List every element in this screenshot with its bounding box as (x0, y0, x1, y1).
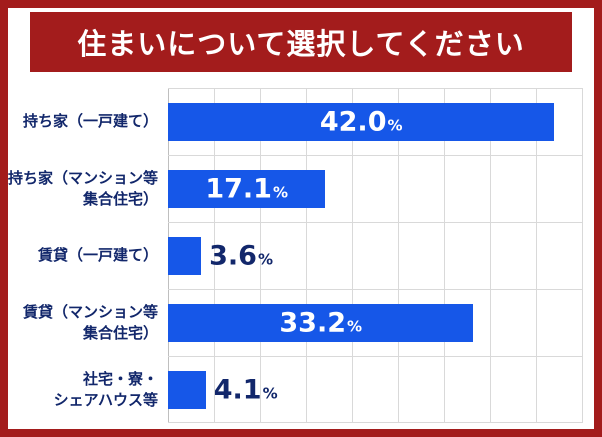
percent-sign: % (387, 116, 403, 135)
category-label: 持ち家（マンション等 集合住宅） (8, 169, 159, 208)
bar (168, 170, 326, 208)
percent-sign: % (347, 317, 363, 336)
bar-track: 42.0% (168, 88, 582, 155)
bar (168, 103, 555, 141)
category-label: 社宅・寮・ シェアハウス等 (53, 370, 158, 409)
value-number: 17.1 (205, 173, 272, 205)
chart-row: 持ち家（一戸建て） 42.0% (8, 88, 594, 155)
value-number: 4.1 (213, 374, 262, 405)
value-number: 33.2 (279, 307, 347, 339)
gridline (398, 88, 399, 423)
chart-title: 住まいについて選択してください (77, 27, 525, 61)
bar-track: 4.1% (168, 356, 582, 423)
bar-track: 33.2% (168, 289, 582, 356)
chart-row: 社宅・寮・ シェアハウス等 4.1% (8, 356, 594, 423)
value-label: 42.0% (320, 107, 403, 138)
percent-sign: % (262, 384, 278, 402)
bar-track: 3.6% (168, 222, 582, 289)
value-number: 3.6 (209, 240, 257, 272)
chart-row: 賃貸（一戸建て） 3.6% (8, 222, 594, 289)
category-label: 賃貸（一戸建て） (37, 246, 158, 265)
title-banner: 住まいについて選択してください (30, 12, 572, 72)
bar (168, 304, 474, 342)
value-number: 42.0 (319, 106, 387, 138)
value-label: 33.2% (279, 308, 362, 339)
gridline (214, 88, 215, 423)
gridline (443, 88, 445, 423)
gridline (260, 88, 261, 423)
bar-track: 17.1% (168, 155, 582, 222)
value-label: 3.6% (209, 241, 273, 272)
value-label: 17.1% (205, 174, 288, 205)
percent-sign: % (257, 250, 273, 269)
chart-rows: 持ち家（一戸建て） 42.0% 持ち家（マンション等 集合住宅） 17.1% 賃貸（一戸… (8, 88, 594, 423)
bar (168, 370, 206, 409)
chart: 持ち家（一戸建て） 42.0% 持ち家（マンション等 集合住宅） 17.1% 賃貸（一戸… (8, 88, 594, 423)
gridline (490, 88, 491, 423)
category-label: 賃貸（マンション等 集合住宅） (22, 303, 158, 342)
gridline (536, 88, 537, 423)
chart-row: 持ち家（マンション等 集合住宅） 17.1% (8, 155, 594, 222)
category-label: 持ち家（一戸建て） (22, 112, 158, 131)
value-label: 4.1% (214, 374, 278, 405)
percent-sign: % (272, 183, 288, 202)
bar (168, 237, 202, 275)
chart-row: 賃貸（マンション等 集合住宅） 33.2% (8, 289, 594, 356)
gridline (305, 88, 307, 423)
gridline (352, 88, 353, 423)
gridline (582, 88, 583, 423)
